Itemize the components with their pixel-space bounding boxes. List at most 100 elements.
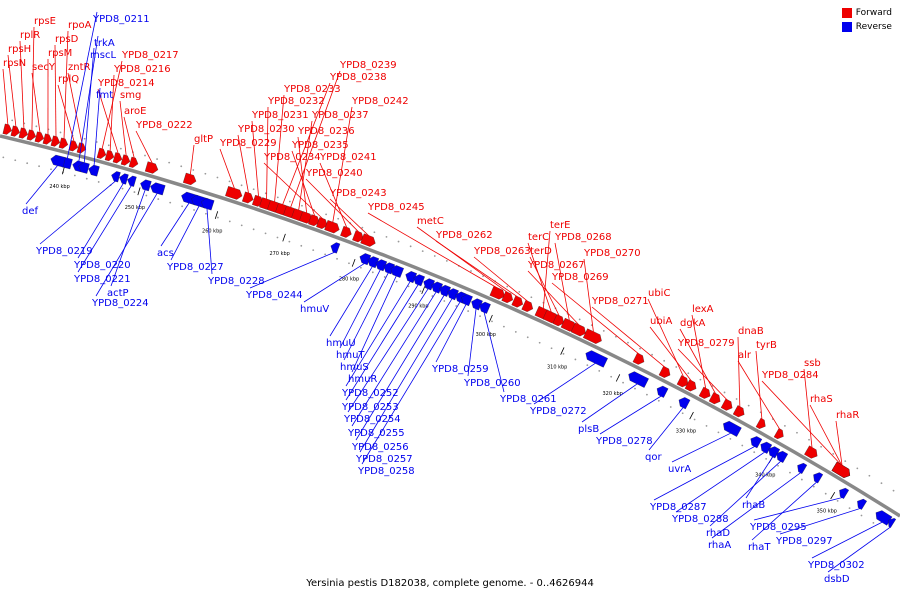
gap-dot	[550, 347, 553, 350]
forward-gene[interactable]	[352, 230, 364, 243]
forward-gene[interactable]	[773, 428, 784, 440]
reverse-gene[interactable]	[776, 450, 789, 463]
forward-gene[interactable]	[632, 352, 645, 365]
reverse-gene[interactable]	[678, 397, 691, 410]
reverse-gene[interactable]	[413, 274, 425, 287]
reverse-gene[interactable]	[857, 498, 867, 510]
forward-gene[interactable]	[58, 137, 69, 149]
forward-gene[interactable]	[552, 314, 565, 327]
forward-gene[interactable]	[489, 285, 505, 300]
forward-gene[interactable]	[182, 172, 197, 186]
scale-tick	[830, 491, 836, 500]
forward-gene[interactable]	[676, 375, 689, 388]
forward-gene[interactable]	[2, 123, 12, 135]
forward-gene[interactable]	[26, 129, 36, 141]
reverse-gene[interactable]	[768, 446, 781, 459]
reverse-gene[interactable]	[887, 518, 897, 528]
label-leader	[160, 202, 190, 247]
reverse-gene[interactable]	[439, 284, 451, 297]
reverse-gene[interactable]	[813, 472, 824, 484]
label-leader	[827, 526, 891, 573]
forward-gene[interactable]	[340, 225, 352, 238]
forward-gene[interactable]	[34, 131, 45, 143]
forward-gene[interactable]	[10, 125, 20, 137]
forward-gene[interactable]	[511, 295, 523, 308]
forward-gene[interactable]	[658, 365, 671, 378]
reverse-gene[interactable]	[585, 350, 608, 368]
scale-tick-label: 260 kbp	[202, 229, 222, 235]
gene-label: YPD8_0295	[749, 522, 807, 533]
forward-gene[interactable]	[360, 233, 376, 247]
forward-gene[interactable]	[308, 214, 320, 227]
gap-dot	[300, 244, 303, 247]
forward-gene[interactable]	[804, 445, 818, 459]
reverse-gene[interactable]	[119, 173, 129, 185]
forward-gene[interactable]	[316, 217, 328, 229]
forward-gene[interactable]	[698, 386, 711, 399]
reverse-gene[interactable]	[750, 436, 763, 449]
reverse-gene[interactable]	[479, 301, 491, 314]
reverse-gene[interactable]	[367, 256, 380, 269]
reverse-gene[interactable]	[405, 271, 417, 284]
forward-gene[interactable]	[831, 461, 850, 478]
forward-gene[interactable]	[755, 417, 766, 429]
reverse-gene[interactable]	[140, 179, 152, 192]
gene-label: YPD8_0227	[166, 262, 224, 273]
reverse-gene[interactable]	[390, 265, 404, 278]
gap-dot	[383, 276, 386, 278]
gap-dot	[180, 165, 183, 168]
forward-gene[interactable]	[521, 300, 534, 312]
gap-dot	[35, 125, 38, 128]
label-leader	[345, 281, 411, 387]
forward-gene[interactable]	[582, 328, 602, 344]
forward-gene[interactable]	[708, 392, 721, 405]
reverse-gene[interactable]	[111, 171, 121, 183]
reverse-gene[interactable]	[150, 182, 166, 196]
reverse-gene[interactable]	[330, 242, 341, 254]
reverse-gene[interactable]	[797, 462, 808, 474]
gap-dot	[145, 194, 148, 197]
gap-dot	[622, 381, 624, 384]
reverse-gene[interactable]	[656, 385, 669, 398]
forward-gene[interactable]	[96, 147, 107, 159]
reverse-gene[interactable]	[127, 175, 137, 187]
reverse-gene[interactable]	[471, 298, 483, 311]
reverse-gene[interactable]	[628, 371, 649, 388]
gene-label: YPD8_0268	[554, 232, 612, 243]
forward-gene[interactable]	[144, 161, 159, 174]
forward-gene[interactable]	[684, 379, 697, 392]
reverse-gene[interactable]	[359, 253, 372, 266]
forward-gene[interactable]	[42, 133, 53, 145]
reverse-gene[interactable]	[760, 441, 773, 454]
forward-gene[interactable]	[225, 186, 243, 200]
gap-dot	[168, 161, 171, 164]
reverse-gene[interactable]	[201, 198, 215, 211]
gap-dot	[796, 431, 798, 434]
reverse-gene[interactable]	[723, 420, 742, 437]
forward-gene[interactable]	[18, 127, 28, 139]
forward-gene[interactable]	[112, 152, 123, 164]
reverse-gene[interactable]	[447, 288, 459, 301]
forward-gene[interactable]	[104, 150, 115, 162]
reverse-gene[interactable]	[431, 281, 443, 294]
reverse-gene[interactable]	[423, 278, 435, 291]
forward-gene[interactable]	[120, 154, 131, 166]
forward-gene[interactable]	[324, 220, 340, 234]
forward-gene[interactable]	[720, 398, 733, 411]
reverse-gene[interactable]	[50, 154, 66, 168]
gap-dot	[514, 331, 517, 333]
reverse-gene[interactable]	[375, 259, 388, 272]
gap-dot	[518, 290, 521, 293]
gene-label: YPD8_0256	[351, 442, 409, 453]
reverse-gene[interactable]	[461, 294, 473, 307]
forward-gene[interactable]	[128, 156, 139, 168]
label-leader	[367, 212, 499, 289]
forward-gene[interactable]	[570, 322, 586, 337]
forward-gene[interactable]	[50, 135, 61, 147]
gene-label: rpoA	[68, 20, 92, 31]
forward-gene[interactable]	[732, 405, 745, 418]
reverse-gene[interactable]	[839, 487, 850, 499]
reverse-gene[interactable]	[875, 510, 893, 526]
forward-gene[interactable]	[242, 191, 254, 204]
forward-gene[interactable]	[501, 291, 513, 304]
